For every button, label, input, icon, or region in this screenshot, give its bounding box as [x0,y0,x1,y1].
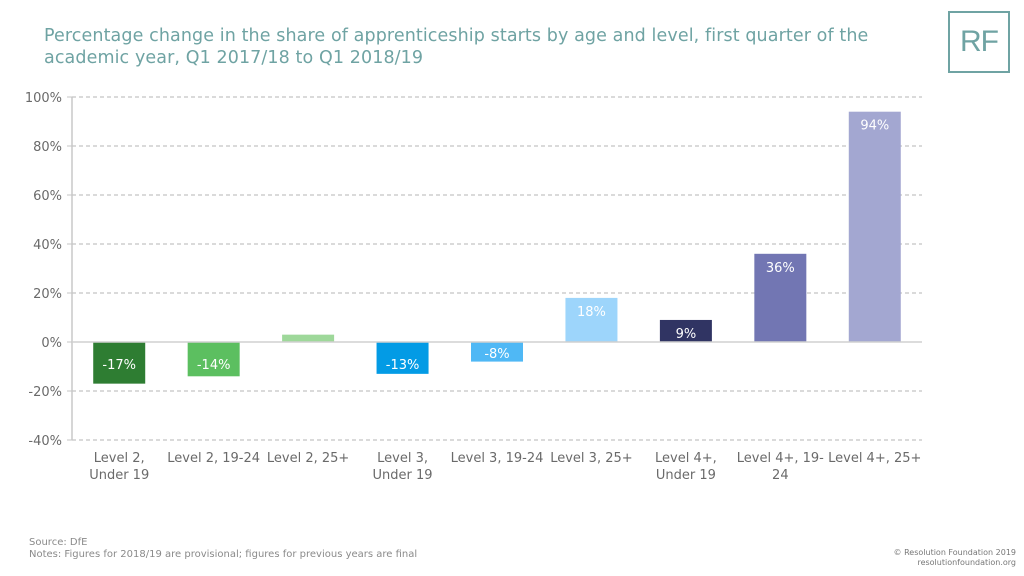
x-tick-label: Under 19 [656,468,716,483]
x-axis-labels: Level 2, Under 19 Level 2, 19-24 Level 2, 2… [89,451,921,483]
x-tick-label: Level 2, 25+ [267,451,349,466]
x-tick-label: Level 2, 19-24 [167,451,260,466]
data-label: 9% [676,327,697,342]
bar [659,319,712,342]
data-label: -8% [484,347,509,362]
gridlines [72,96,922,441]
y-tick-label: -20% [28,385,62,400]
x-tick-label: Level 2, [94,451,145,466]
chart-title: Percentage change in the share of appren… [44,26,869,68]
y-tick-label: 20% [33,287,62,302]
y-tick-label: -40% [28,434,62,449]
copyright: © Resolution Foundation 2019 resolutionf… [894,548,1016,568]
copyright-text: © Resolution Foundation 2019 [893,548,1016,557]
x-tick-label: Level 4+, 25+ [828,451,921,466]
bar [848,111,901,342]
bar [93,342,146,384]
data-label: 94% [860,119,889,134]
bar [471,342,523,362]
website-text: resolutionfoundation.org [917,558,1016,567]
y-tick-label: 0% [41,336,62,351]
data-label: -14% [197,358,231,373]
data-label: 36% [766,261,795,276]
x-tick-label: Level 3, [377,451,428,466]
y-tick-label: 80% [33,140,62,155]
source-text: Source: DfE [29,537,88,548]
y-tick-label: 100% [25,91,62,106]
bar [754,253,807,342]
x-tick-label: 24 [772,468,789,483]
bars [93,111,901,384]
x-tick-label: Level 4+, [655,451,717,466]
y-tick-label: 60% [33,189,62,204]
rf-logo: RF [948,11,1010,73]
notes-text: Notes: Figures for 2018/19 are provision… [29,549,418,560]
data-label: -17% [102,358,136,373]
source-notes: Source: DfE Notes: Figures for 2018/19 a… [29,537,417,561]
bar [376,342,429,374]
x-tick-label: Under 19 [373,468,433,483]
y-axis-ticks: -40% -20% 0% 20% 40% 60% 80% 100% [25,91,72,449]
x-tick-label: Level 3, 19-24 [451,451,544,466]
x-tick-label: Level 4+, 19- [737,451,824,466]
y-tick-label: 40% [33,238,62,253]
data-labels: -17% -14% -13% -8% 18% 9% 36% 94% [102,119,889,373]
bar [565,297,618,342]
bar [187,342,240,377]
x-tick-label: Under 19 [89,468,149,483]
data-label: -13% [386,358,420,373]
bar [282,334,335,342]
x-tick-label: Level 3, 25+ [550,451,632,466]
data-label: 18% [577,305,606,320]
